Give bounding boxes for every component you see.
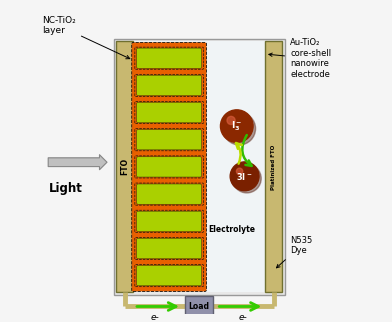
Circle shape — [236, 168, 243, 175]
FancyArrowPatch shape — [236, 143, 242, 164]
Text: Light: Light — [49, 182, 83, 195]
FancyBboxPatch shape — [137, 157, 201, 177]
FancyBboxPatch shape — [137, 184, 201, 204]
FancyBboxPatch shape — [137, 48, 201, 68]
Circle shape — [232, 164, 261, 193]
Text: $\mathbf{I_3^-}$: $\mathbf{I_3^-}$ — [231, 119, 242, 133]
Text: Au-TiO₂
core-shell
nanowire
electrode: Au-TiO₂ core-shell nanowire electrode — [269, 38, 331, 79]
Text: $\mathbf{3I^-}$: $\mathbf{3I^-}$ — [236, 171, 253, 182]
Circle shape — [230, 162, 259, 191]
FancyBboxPatch shape — [137, 266, 201, 286]
Circle shape — [223, 112, 256, 145]
FancyBboxPatch shape — [132, 43, 207, 291]
Text: Electrolyte: Electrolyte — [209, 225, 256, 234]
FancyBboxPatch shape — [137, 130, 201, 150]
FancyBboxPatch shape — [137, 75, 201, 96]
FancyBboxPatch shape — [265, 42, 282, 292]
Text: Load: Load — [189, 302, 210, 311]
Text: e-: e- — [151, 313, 159, 322]
Circle shape — [227, 116, 235, 125]
FancyArrowPatch shape — [242, 135, 252, 166]
Circle shape — [220, 110, 253, 142]
FancyBboxPatch shape — [133, 42, 265, 292]
FancyBboxPatch shape — [137, 211, 201, 232]
Text: FTO: FTO — [120, 158, 129, 175]
FancyBboxPatch shape — [185, 296, 213, 317]
FancyBboxPatch shape — [116, 42, 133, 292]
Text: e-: e- — [239, 313, 248, 322]
Text: Platinized FTO: Platinized FTO — [271, 144, 276, 190]
FancyBboxPatch shape — [137, 102, 201, 123]
Text: NC-TiO₂
layer: NC-TiO₂ layer — [42, 16, 130, 59]
FancyBboxPatch shape — [114, 39, 285, 295]
FancyBboxPatch shape — [137, 238, 201, 259]
Text: N535
Dye: N535 Dye — [276, 236, 312, 268]
